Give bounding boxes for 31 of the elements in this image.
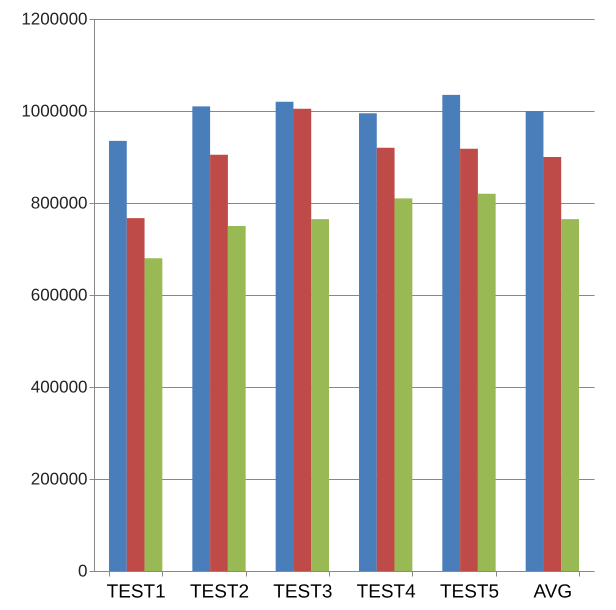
x-tick-label: TEST1	[106, 582, 166, 602]
y-tick-label: 0	[78, 562, 88, 580]
bar	[109, 140, 127, 571]
bar	[478, 194, 496, 571]
y-tick-label: 800000	[30, 194, 88, 212]
bar	[192, 106, 210, 571]
bar	[442, 94, 460, 571]
y-tick-label: 1000000	[21, 102, 88, 120]
bar	[126, 218, 145, 571]
y-tick-label: 200000	[30, 470, 88, 488]
bar	[276, 102, 294, 571]
bar	[293, 108, 312, 571]
bar	[526, 111, 544, 571]
bar	[543, 157, 562, 571]
bar	[210, 154, 228, 571]
y-tick-label: 600000	[30, 286, 88, 304]
x-tick-label: TEST2	[190, 582, 250, 602]
bar	[376, 148, 395, 571]
x-tick-label: TEST5	[440, 582, 500, 602]
bar	[561, 219, 579, 571]
bar	[359, 113, 377, 571]
y-tick-label: 1200000	[21, 10, 88, 28]
bar	[311, 219, 329, 571]
bar	[394, 198, 412, 571]
x-tick-label: TEST4	[356, 582, 416, 602]
bar	[228, 226, 246, 571]
x-tick-label: TEST3	[273, 582, 332, 602]
x-tick-label: AVG	[533, 582, 572, 602]
bar	[460, 148, 478, 571]
bar	[144, 258, 162, 571]
y-tick-label: 400000	[30, 378, 88, 396]
